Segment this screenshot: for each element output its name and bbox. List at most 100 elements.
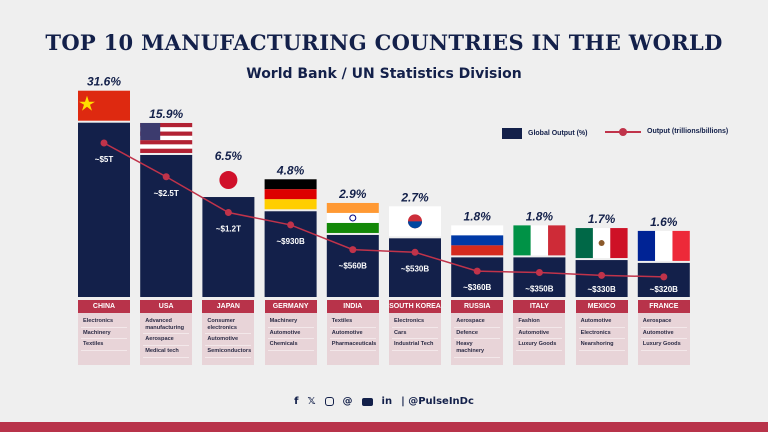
country-card: GERMANY Machinery Automotive Chemicals [264, 300, 317, 365]
social-footer: f 𝕏 @ in | @PulseInDc [0, 396, 768, 407]
instagram-icon[interactable] [324, 397, 334, 406]
chart-title: TOP 10 MANUFACTURING COUNTRIES IN THE WO… [45, 30, 723, 55]
country-name: FRANCE [637, 300, 690, 313]
bar-russia [451, 257, 504, 297]
output-point [349, 246, 357, 254]
industry-item: Aerospace [640, 316, 687, 328]
output-value-label: ~$930B [276, 237, 304, 246]
india-flag-icon [326, 202, 379, 233]
output-value-label: ~$330B [587, 285, 615, 294]
industry-item: Machinery [81, 328, 127, 340]
country-card: CHINA Electronics Machinery Textiles [78, 300, 130, 365]
france-flag-icon [637, 230, 690, 261]
facebook-icon[interactable]: f [294, 396, 299, 407]
industry-item: Luxury Goods [640, 339, 687, 352]
country-card: INDIA Textiles Automotive Pharmaceuticals [326, 300, 379, 365]
industry-item: Medical tech [143, 346, 190, 358]
output-line [103, 142, 664, 278]
usa-flag-icon [140, 122, 193, 153]
country-name: USA [140, 300, 193, 313]
output-point [100, 139, 108, 147]
legend-line: Output (trillions/billions) [605, 127, 729, 136]
output-point [224, 209, 232, 217]
legend-line-swatch [605, 127, 641, 136]
output-point [162, 173, 170, 181]
industry-list: Aerospace Defence Heavy machinery [451, 313, 504, 365]
output-point [411, 248, 419, 256]
industry-item: Defence [454, 328, 501, 340]
output-point [473, 267, 481, 275]
industry-list: Machinery Automotive Chemicals [264, 313, 317, 365]
industry-item: Luxury Goods [516, 339, 563, 352]
bar-pct-label: 1.6% [650, 215, 678, 229]
bar-pct-label: 2.9% [338, 187, 367, 201]
country-card: USA Advanced manufacturing Aerospace Medica… [140, 300, 193, 365]
country-name: ITALY [513, 300, 566, 313]
country-card: FRANCE Aerospace Automotive Luxury Goods [637, 300, 690, 365]
industry-item: Electronics [578, 328, 625, 340]
bar-pct-label: 4.8% [276, 163, 305, 177]
x-icon[interactable]: 𝕏 [307, 396, 316, 407]
bar-pct-label: 6.5% [215, 149, 243, 163]
industry-item: Textiles [81, 339, 127, 352]
industry-item: Chemicals [267, 339, 314, 352]
industry-item: Fashion [516, 316, 563, 328]
industry-list: Consumer electronics Automotive Semiconduc… [202, 313, 255, 365]
industry-list: Electronics Cars Industrial Tech [389, 313, 441, 365]
bar-pct-label: 31.6% [87, 75, 121, 89]
bar-south-korea [389, 238, 441, 297]
bar-pct-label: 2.7% [400, 190, 429, 204]
output-value-label: ~$560B [339, 262, 367, 271]
legend-bar: Global Output (%) [502, 128, 588, 139]
country-name: MEXICO [575, 300, 628, 313]
industry-item: Advanced manufacturing [143, 316, 190, 335]
industry-list: Fashion Automotive Luxury Goods [513, 313, 566, 365]
russia-flag-icon [451, 225, 504, 256]
country-name: INDIA [326, 300, 379, 313]
industry-item: Cars [392, 328, 438, 340]
japan-flag-icon [219, 171, 238, 190]
country-name: JAPAN [202, 300, 255, 313]
bar-pct-label: 15.9% [149, 107, 183, 121]
industry-item: Consumer electronics [205, 316, 252, 335]
threads-icon[interactable]: @ [342, 396, 353, 407]
country-name: CHINA [78, 300, 130, 313]
legend-line-label: Output (trillions/billions) [647, 128, 729, 135]
industry-item: Nearshoring [578, 339, 625, 352]
industry-list: Aerospace Automotive Luxury Goods [637, 313, 690, 365]
bar-pct-label: 1.8% [464, 209, 492, 223]
industry-item: Automotive [578, 316, 625, 328]
legend-bar-swatch [502, 128, 522, 139]
output-value-label: ~$5T [95, 155, 114, 164]
industry-item: Industrial Tech [392, 339, 438, 352]
industry-item: Aerospace [454, 316, 501, 328]
output-point [535, 269, 543, 277]
linkedin-icon[interactable]: in [381, 396, 393, 407]
output-point [598, 271, 606, 279]
bottom-bar [0, 422, 768, 432]
industry-item: Electronics [81, 316, 127, 328]
country-card: ITALY Fashion Automotive Luxury Goods [513, 300, 566, 365]
italy-flag-icon [513, 225, 566, 256]
bar-india [326, 234, 379, 297]
industry-item: Automotive [205, 334, 252, 347]
industry-item: Machinery [267, 316, 314, 328]
country-name: SOUTH KOREA [389, 300, 441, 313]
country-card: JAPAN Consumer electronics Automotive Semic… [202, 300, 255, 365]
youtube-icon[interactable] [361, 397, 373, 406]
industry-item: Automotive [329, 328, 376, 340]
output-value-label: ~$530B [401, 264, 429, 273]
output-point [287, 221, 295, 229]
industry-list: Advanced manufacturing Aerospace Medical t… [140, 313, 193, 365]
germany-flag-icon [264, 179, 317, 210]
output-value-label: ~$2.5T [154, 189, 179, 198]
industry-item: Automotive [516, 328, 563, 340]
country-name: RUSSIA [451, 300, 504, 313]
south-korea-flag-icon [389, 206, 441, 237]
output-point [660, 273, 668, 281]
industry-item: Heavy machinery [454, 339, 501, 358]
social-handle: | @PulseInDc [401, 396, 474, 407]
chart-subtitle: World Bank / UN Statistics Division [246, 66, 522, 82]
country-card: SOUTH KOREA Electronics Cars Industrial Tec… [389, 300, 441, 365]
industry-item: Semiconductors [205, 346, 252, 358]
